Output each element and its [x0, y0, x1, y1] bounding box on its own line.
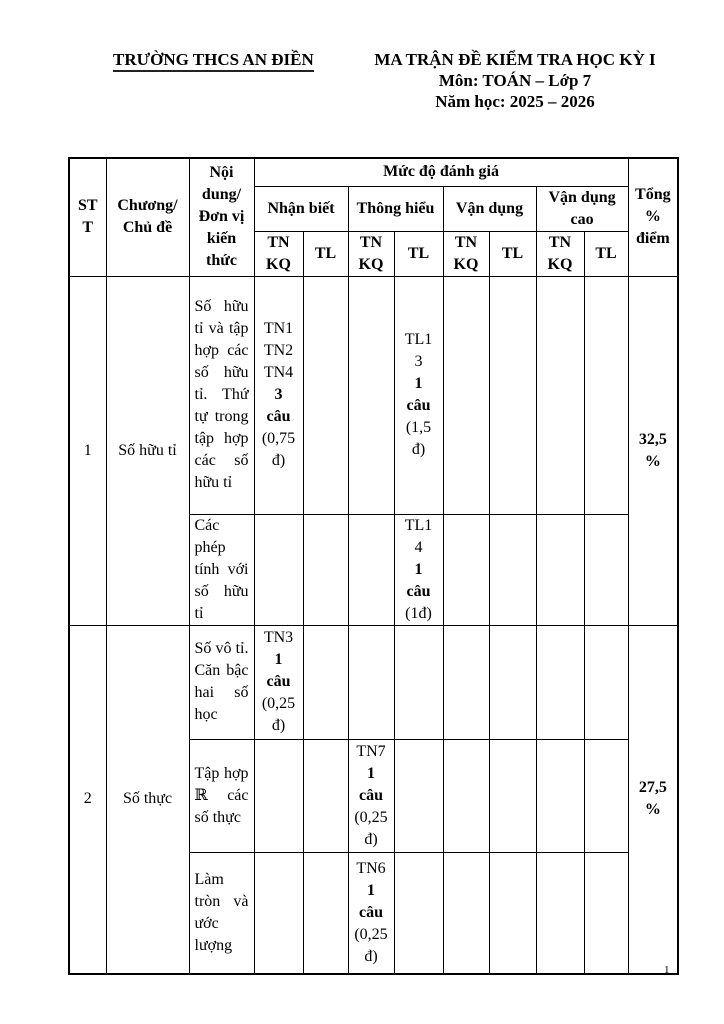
cell-th-tl [393, 851, 444, 975]
cell-vd-tnkq [442, 738, 490, 853]
cell-th-tnkq [347, 275, 395, 515]
header-row-1: STT Chương/ Chủ đề Nội dung/ Đơn vị kiến… [68, 157, 679, 277]
cell-vdc-tnkq [535, 738, 585, 853]
subject-line: Môn: TOÁN – Lớp 7 [438, 71, 592, 90]
cell-vdc-tl [583, 624, 629, 740]
cell-th-tnkq [347, 624, 395, 740]
cell-nb-tnkq [253, 513, 304, 626]
cell-nb-tl [302, 275, 349, 515]
cell-th-tnkq: TN6 1 câu (0,25 đ) [347, 851, 395, 975]
cell-vdc-tnkq [535, 275, 585, 515]
header-content: Nội dung/ Đơn vị kiến thức [188, 157, 255, 277]
content-cell: Số vô tỉ. Căn bậc hai số học [188, 624, 255, 740]
cell-vd-tnkq [442, 624, 490, 740]
cell-vdc-tnkq [535, 513, 585, 626]
header-th-tl: TL [393, 230, 444, 277]
cell-vd-tl [488, 851, 537, 975]
cell-vdc-tl [583, 275, 629, 515]
school-year-line: Năm học: 2025 – 2026 [435, 92, 595, 111]
cell-vd-tl [488, 513, 537, 626]
school-name-text: TRƯỜNG THCS AN ĐIỀN [113, 50, 314, 72]
header-assessment: Mức độ đánh giá [253, 157, 629, 187]
content-cell: Các phép tính với số hữu tỉ [188, 513, 255, 626]
cell-nb-tnkq [253, 851, 304, 975]
chapter-cell: Số thực [105, 624, 190, 975]
stt-cell: 2 [68, 624, 107, 975]
chapter-cell: Số hữu tỉ [105, 275, 190, 626]
total-percent-cell: 32,5% [627, 275, 679, 626]
header-row-2: Nhận biết Thông hiểu Vận dụng Vận dụng c… [69, 185, 678, 232]
table-row: 1 Số hữu tỉ Số hữu tỉ và tập hợp các số … [68, 275, 679, 626]
cell-vdc-tl [583, 513, 629, 626]
cell-nb-tnkq: TN1 TN2 TN4 3 câu (0,75 đ) [253, 275, 304, 515]
cell-th-tl: TL1 4 1 câu (1đ) [393, 513, 444, 626]
cell-vd-tnkq [442, 275, 490, 515]
header-row-3: TN KQ TL TN KQ TL TN KQ TL TN KQ TL [69, 230, 678, 277]
content-cell: Tập hợp ℝ các số thực [188, 738, 255, 853]
cell-vd-tl [488, 738, 537, 853]
cell-vdc-tnkq [535, 851, 585, 975]
header-vdc-tnkq: TN KQ [535, 230, 585, 277]
header-stt: STT [68, 157, 107, 277]
header-vd-tl: TL [488, 230, 537, 277]
cell-nb-tnkq: TN3 1 câu (0,25 đ) [253, 624, 304, 740]
header-level-van-dung: Vận dụng [442, 185, 537, 232]
cell-vd-tl [488, 624, 537, 740]
cell-nb-tl [302, 513, 349, 626]
cell-th-tl [393, 738, 444, 853]
cell-vd-tl [488, 275, 537, 515]
exam-matrix-table: STT Chương/ Chủ đề Nội dung/ Đơn vị kiến… [68, 157, 680, 975]
cell-vd-tnkq [442, 513, 490, 626]
header-vdc-tl: TL [583, 230, 629, 277]
table-row: Làm tròn và ước lượng TN6 1 câu (0,25 đ) [69, 851, 678, 975]
cell-nb-tnkq [253, 738, 304, 853]
cell-th-tl [393, 624, 444, 740]
cell-th-tl: TL1 3 1 câu (1,5 đ) [393, 275, 444, 515]
content-cell: Số hữu tỉ và tập hợp các số hữu tỉ. Thứ … [188, 275, 255, 515]
header-total: Tổng % điểm [627, 157, 679, 277]
header-level-van-dung-cao: Vận dụng cao [535, 185, 629, 232]
cell-vdc-tnkq [535, 624, 585, 740]
header-level-nhan-biet: Nhận biết [253, 185, 349, 232]
table-row: Tập hợp ℝ các số thực TN7 1 câu (0,25 đ) [69, 738, 678, 853]
school-name: TRƯỜNG THCS AN ĐIỀN [113, 50, 314, 72]
header-chapter: Chương/ Chủ đề [105, 157, 190, 277]
header-vd-tnkq: TN KQ [442, 230, 490, 277]
table-row: Các phép tính với số hữu tỉ TL1 4 1 câu (1đ) [69, 513, 678, 626]
total-percent-cell: 27,5% [627, 624, 679, 975]
cell-vdc-tl [583, 851, 629, 975]
cell-nb-tl [302, 851, 349, 975]
table-row: 2 Số thực Số vô tỉ. Căn bậc hai số học T… [68, 624, 679, 975]
document-title: MA TRẬN ĐỀ KIỂM TRA HỌC KỲ I [374, 50, 656, 69]
cell-nb-tl [302, 624, 349, 740]
content-cell: Làm tròn và ước lượng [188, 851, 255, 975]
page-number: 1 [664, 964, 670, 976]
cell-vd-tnkq [442, 851, 490, 975]
header-level-thong-hieu: Thông hiểu [347, 185, 444, 232]
header-nb-tnkq: TN KQ [253, 230, 304, 277]
cell-th-tnkq [347, 513, 395, 626]
header-nb-tl: TL [302, 230, 349, 277]
cell-th-tnkq: TN7 1 câu (0,25 đ) [347, 738, 395, 853]
header-th-tnkq: TN KQ [347, 230, 395, 277]
cell-nb-tl [302, 738, 349, 853]
title-block: MA TRẬN ĐỀ KIỂM TRA HỌC KỲ I Môn: TOÁN –… [372, 49, 658, 112]
cell-vdc-tl [583, 738, 629, 853]
stt-cell: 1 [68, 275, 107, 626]
